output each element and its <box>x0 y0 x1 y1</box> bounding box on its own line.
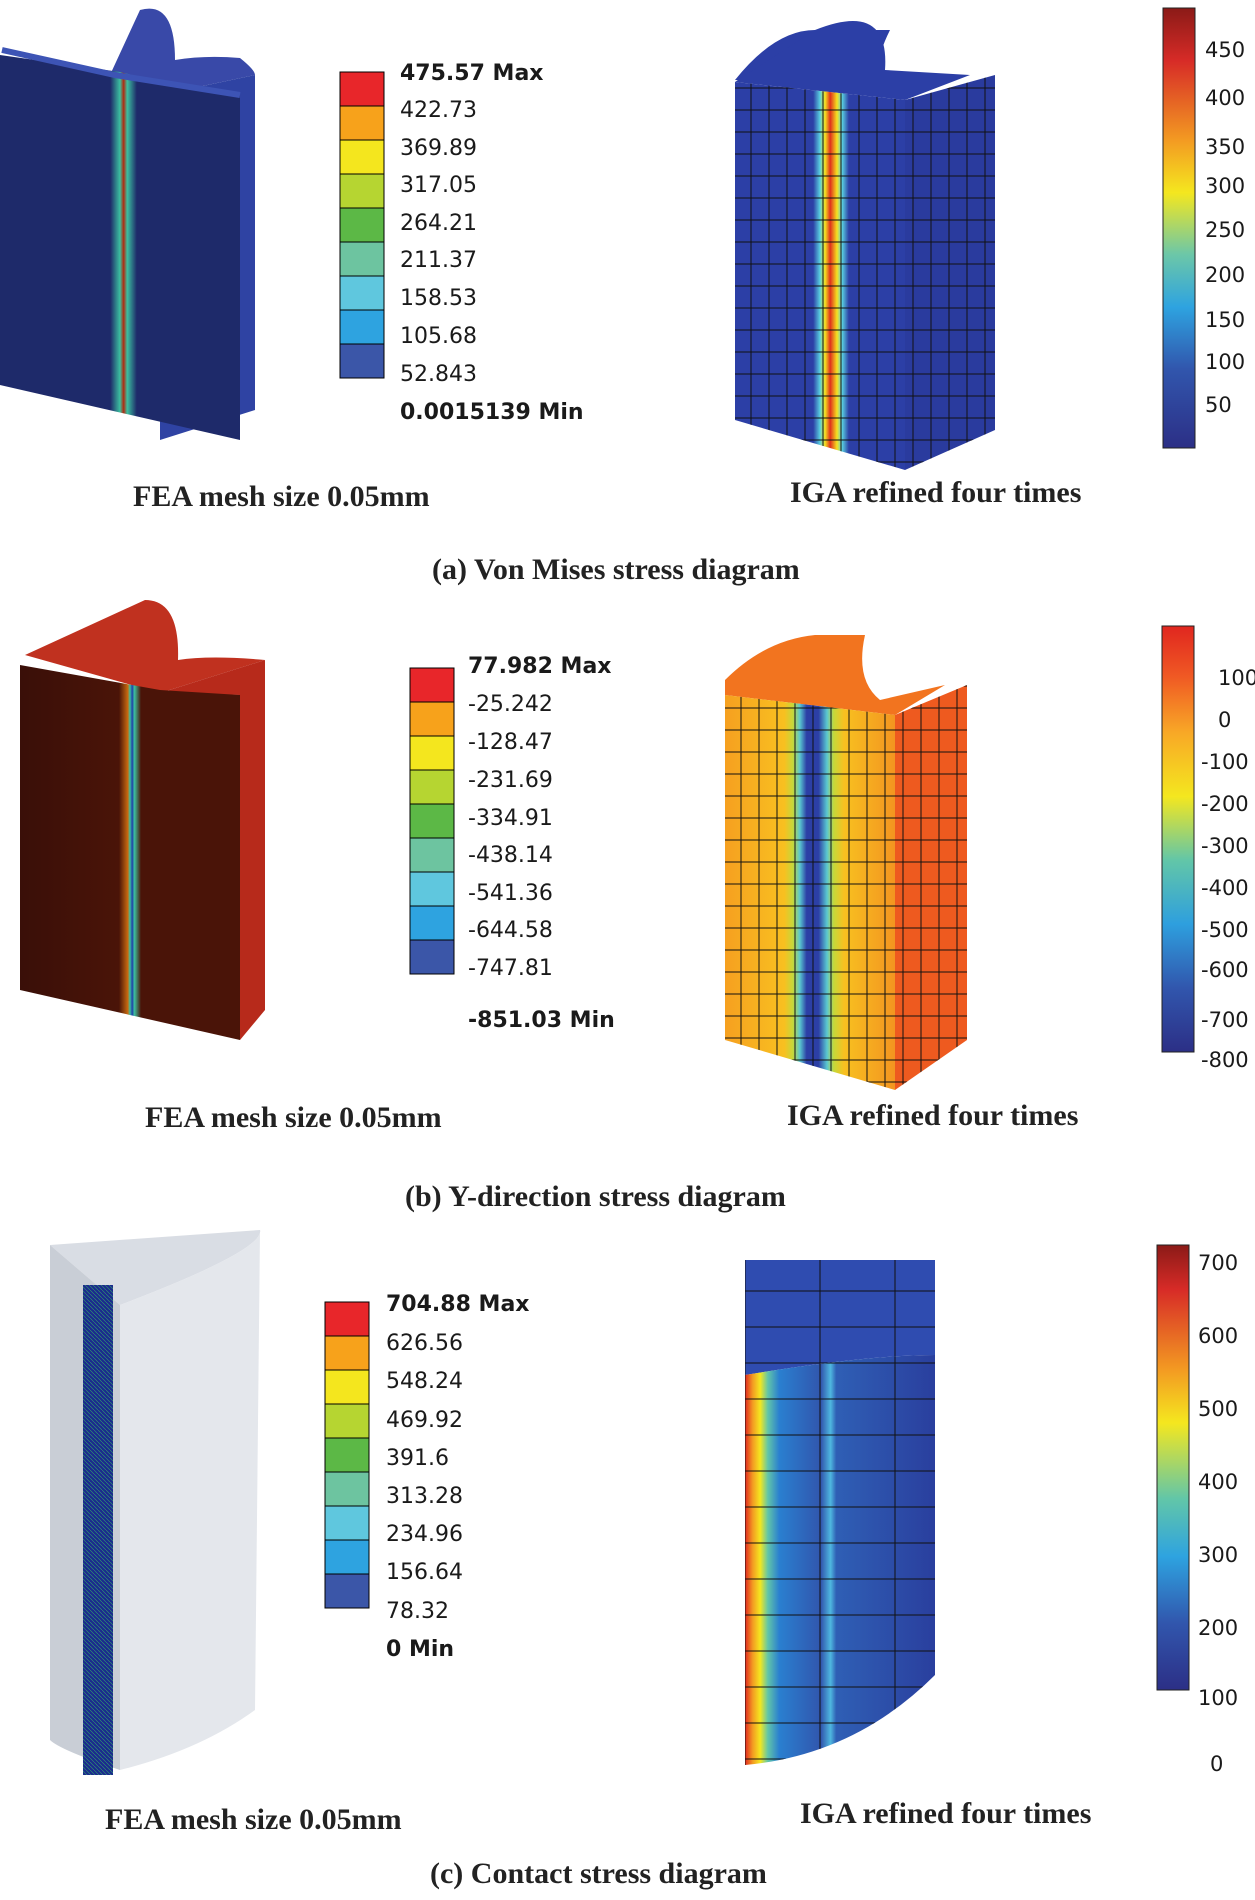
iga-model-a <box>735 21 995 470</box>
panel-caption: (a) Von Mises stress diagram <box>432 553 800 587</box>
legend-value: -25.242 <box>468 692 553 717</box>
legend-min: -851.03 Min <box>468 1008 615 1033</box>
legend-value: 158.53 <box>400 286 477 311</box>
colorbar-tick: -200 <box>1201 792 1249 816</box>
legend-value: -128.47 <box>468 730 553 755</box>
colorbar-tick: 150 <box>1205 308 1246 332</box>
colorbar-tick: 0 <box>1218 708 1232 732</box>
colorbar-tick: 100 <box>1205 350 1246 374</box>
legend-value: 211.37 <box>400 248 477 273</box>
legend-value: 469.92 <box>386 1408 463 1433</box>
iga-label: IGA refined four times <box>787 1099 1079 1132</box>
legend-value: -541.36 <box>468 881 553 906</box>
fea-label: FEA mesh size 0.05mm <box>133 480 430 513</box>
fea-label: FEA mesh size 0.05mm <box>145 1101 442 1134</box>
legend-min: 0 Min <box>386 1637 455 1662</box>
colorbar-tick: 200 <box>1205 263 1246 287</box>
colorbar-tick: 250 <box>1205 218 1246 242</box>
legend-value: -334.91 <box>468 806 553 831</box>
legend-value: 105.68 <box>400 324 477 349</box>
colorbar-a <box>1162 7 1196 449</box>
colorbar-tick: 400 <box>1198 1470 1239 1494</box>
colorbar-tick: -500 <box>1201 918 1249 942</box>
legend-value: 234.96 <box>386 1522 463 1547</box>
colorbar-tick: 600 <box>1198 1324 1239 1348</box>
colorbar-b <box>1161 625 1195 1053</box>
panel-caption-label: (b) <box>405 1180 442 1213</box>
legend-value: -747.81 <box>468 956 553 981</box>
panel-caption-title: Von Mises stress diagram <box>473 553 800 586</box>
legend-value: 626.56 <box>386 1331 463 1356</box>
legend-min: 0.0015139 Min <box>400 400 584 425</box>
iga-model-b <box>725 635 967 1090</box>
iga-label: IGA refined four times <box>790 476 1082 509</box>
colorbar-tick: 400 <box>1205 86 1246 110</box>
colorbar-tick: 0 <box>1210 1752 1224 1776</box>
fea-model-c <box>50 1230 261 1775</box>
panel-caption-title: Contact stress diagram <box>470 1857 767 1890</box>
legend-value: 317.05 <box>400 173 477 198</box>
legend-value: 156.64 <box>386 1560 463 1585</box>
legend-max: 475.57 Max <box>400 61 544 86</box>
legend-value: 78.32 <box>386 1599 449 1624</box>
fea-model-a <box>0 8 255 440</box>
legend-value: 369.89 <box>400 136 477 161</box>
legend-value: 391.6 <box>386 1446 449 1471</box>
colorbar-tick: -300 <box>1201 834 1249 858</box>
colorbar-tick: 200 <box>1198 1616 1239 1640</box>
iga-model-c <box>745 1260 935 1765</box>
colorbar-tick: -100 <box>1201 750 1249 774</box>
colorbar-tick: 100 <box>1218 666 1255 690</box>
legend-value: -231.69 <box>468 768 553 793</box>
legend-swatches-a <box>339 71 385 379</box>
legend-swatches-c <box>324 1301 370 1609</box>
colorbar-tick: -800 <box>1201 1048 1249 1072</box>
fea-label: FEA mesh size 0.05mm <box>105 1803 402 1836</box>
fea-model-b <box>20 600 265 1040</box>
colorbar-tick: -700 <box>1201 1008 1249 1032</box>
colorbar-c <box>1156 1244 1190 1691</box>
colorbar-tick: -400 <box>1201 876 1249 900</box>
legend-value: -644.58 <box>468 918 553 943</box>
panel-caption-label: (c) <box>430 1857 464 1890</box>
colorbar-tick: 500 <box>1198 1397 1239 1421</box>
legend-value: 313.28 <box>386 1484 463 1509</box>
iga-label: IGA refined four times <box>800 1797 1092 1830</box>
panel-caption: (c) Contact stress diagram <box>430 1857 767 1891</box>
legend-value: 52.843 <box>400 362 477 387</box>
colorbar-tick: 700 <box>1198 1251 1239 1275</box>
colorbar-tick: 50 <box>1205 393 1232 417</box>
colorbar-tick: 350 <box>1205 135 1246 159</box>
legend-swatches-b <box>409 667 455 975</box>
legend-max: 704.88 Max <box>386 1292 530 1317</box>
colorbar-tick: 450 <box>1205 38 1246 62</box>
legend-value: 264.21 <box>400 211 477 236</box>
panel-caption-label: (a) <box>432 553 467 586</box>
panel-caption-title: Y-direction stress diagram <box>448 1180 786 1213</box>
legend-value: 422.73 <box>400 98 477 123</box>
colorbar-tick: -600 <box>1201 958 1249 982</box>
panel-caption: (b) Y-direction stress diagram <box>405 1180 786 1214</box>
colorbar-tick: 100 <box>1198 1686 1239 1710</box>
legend-value: 548.24 <box>386 1369 463 1394</box>
colorbar-tick: 300 <box>1205 174 1246 198</box>
legend-max: 77.982 Max <box>468 654 612 679</box>
colorbar-tick: 300 <box>1198 1543 1239 1567</box>
legend-value: -438.14 <box>468 843 553 868</box>
